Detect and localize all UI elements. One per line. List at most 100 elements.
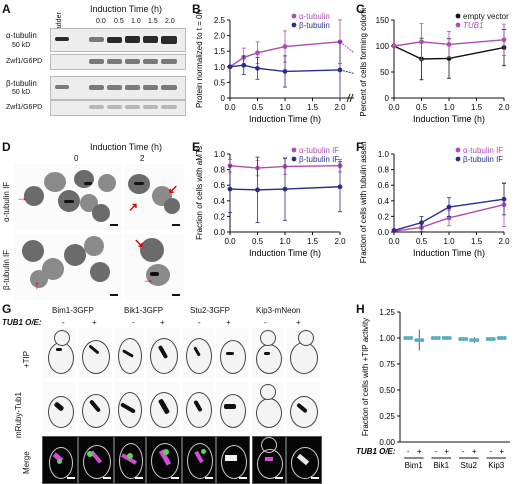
condition-label: + [444, 447, 449, 456]
merge-image [146, 436, 182, 484]
axis-break [346, 93, 351, 103]
data-point [499, 336, 504, 340]
y-tick-label: 2.0 [214, 32, 226, 41]
series-line [229, 165, 341, 169]
panel-label-f: F [356, 140, 364, 154]
data-point [444, 336, 449, 340]
time-label: 1.0 [131, 18, 141, 25]
tip-image [42, 328, 76, 378]
tub1-image [252, 382, 284, 432]
d-time-0: 0 [74, 154, 79, 163]
tip-image [216, 328, 248, 378]
merge-image [216, 436, 250, 484]
data-point [282, 186, 288, 192]
data-point [414, 338, 419, 343]
data-point [464, 337, 469, 342]
data-point [501, 37, 507, 43]
zwf1-blot-1 [50, 54, 186, 70]
tub1-image [286, 382, 320, 432]
strain-label: Kip3-mNeon [256, 306, 301, 315]
merge-image [78, 436, 114, 484]
y-tick-label: 0.5 [214, 78, 226, 87]
y-axis-label: Percent of cells forming colonies [359, 8, 368, 117]
time-label: 2.0 [165, 18, 175, 25]
y-tick-label: 0.75 [379, 360, 395, 369]
y-tick-label: 0.50 [379, 386, 395, 395]
data-point [419, 39, 424, 45]
y-tick-label: 1.0 [214, 150, 226, 159]
condition-label: - [489, 447, 492, 456]
y-tick-label: 0.8 [214, 166, 226, 175]
x-axis-label: Induction Time (h) [249, 114, 321, 124]
y-tick-label: 0.4 [214, 197, 226, 206]
chart-f: 0.0 0.2 0.4 0.6 0.8 1.0 0.0 0.5 1.0 1.5 2.0 Inducti… [359, 142, 510, 263]
y-axis-label: Fraction of cells with +TIP activity [361, 318, 370, 436]
tub1-image [114, 382, 144, 432]
data-point [391, 228, 397, 233]
x-axis-label: Induction Time (h) [413, 248, 485, 258]
x-tick-label: 0.5 [416, 237, 428, 246]
data-point [485, 337, 490, 342]
series-line [393, 39, 505, 47]
condition-label: - [462, 447, 465, 456]
y-axis-label: Protein normalized to t = 0h [195, 10, 204, 108]
series-line [393, 198, 505, 232]
condition-label: + [499, 447, 504, 456]
x-tick-label: 0.0 [388, 237, 400, 246]
x-tick-label: 1.5 [471, 103, 483, 112]
tub1-image [78, 382, 112, 432]
y-tick-label: 1.00 [379, 334, 395, 343]
x-axis-label: Induction Time (h) [249, 248, 321, 258]
x-tick-label: 0.5 [416, 103, 428, 112]
beta-tubulin-blot [50, 76, 186, 100]
tip-image [146, 328, 180, 378]
x-tick-label: 1.5 [471, 237, 483, 246]
kda-marker: 50 kD [12, 89, 31, 96]
tip-image [286, 328, 320, 378]
x-tick-label: 0.5 [252, 103, 264, 112]
y-tick-label: 0.00 [379, 438, 395, 447]
tip-image [182, 328, 214, 378]
legend-marker [291, 13, 297, 19]
data-point [461, 337, 466, 342]
zwf1-blot-2 [50, 100, 186, 116]
merge-image [114, 436, 146, 484]
group-label: Kip3 [488, 461, 505, 470]
axis-break [349, 93, 354, 103]
data-point [496, 336, 501, 340]
chart-e: 0.0 0.2 0.4 0.6 0.8 1.0 0.0 0.5 1.0 1.5 2.0 Inducti… [195, 146, 346, 258]
plus-label: + [92, 318, 97, 327]
y-tick-label: 0 [385, 94, 390, 103]
micrograph-beta-0h: ↑ [14, 234, 122, 300]
y-tick-label: 150 [376, 16, 390, 25]
strain-label: Bik1-3GFP [124, 306, 164, 315]
data-point [227, 64, 233, 70]
y-axis-label: Fraction of cells with aMTs [195, 146, 204, 240]
plus-label: + [160, 318, 165, 327]
data-point [419, 220, 424, 226]
data-point [430, 336, 435, 340]
data-point [446, 42, 452, 47]
x-tick-label: 2.0 [498, 103, 510, 112]
legend-label: α-tubulin IF [463, 146, 503, 155]
data-point [403, 336, 408, 340]
x-tick-label: 1.5 [307, 237, 319, 246]
tip-image [252, 328, 284, 378]
panel-label-a: A [2, 2, 11, 16]
legend-label: β-tubulin IF [463, 155, 503, 164]
tub1-image [42, 382, 76, 432]
panel-label-h: H [356, 302, 365, 316]
oe-label: TUB1 O/E: [2, 318, 42, 327]
data-point [241, 62, 247, 68]
tub1-image [146, 382, 180, 432]
y-tick-label: 1.5 [214, 47, 226, 56]
data-point [446, 204, 452, 210]
merge-image [286, 436, 322, 484]
zwf1-label: Zwf1/G6PD [6, 104, 43, 111]
series-line [229, 186, 341, 191]
x-tick-label: 1.0 [279, 237, 291, 246]
minus-label: - [62, 318, 65, 327]
x-tick-label: 2.0 [334, 237, 346, 246]
series-line [393, 204, 505, 232]
data-point [488, 337, 493, 342]
